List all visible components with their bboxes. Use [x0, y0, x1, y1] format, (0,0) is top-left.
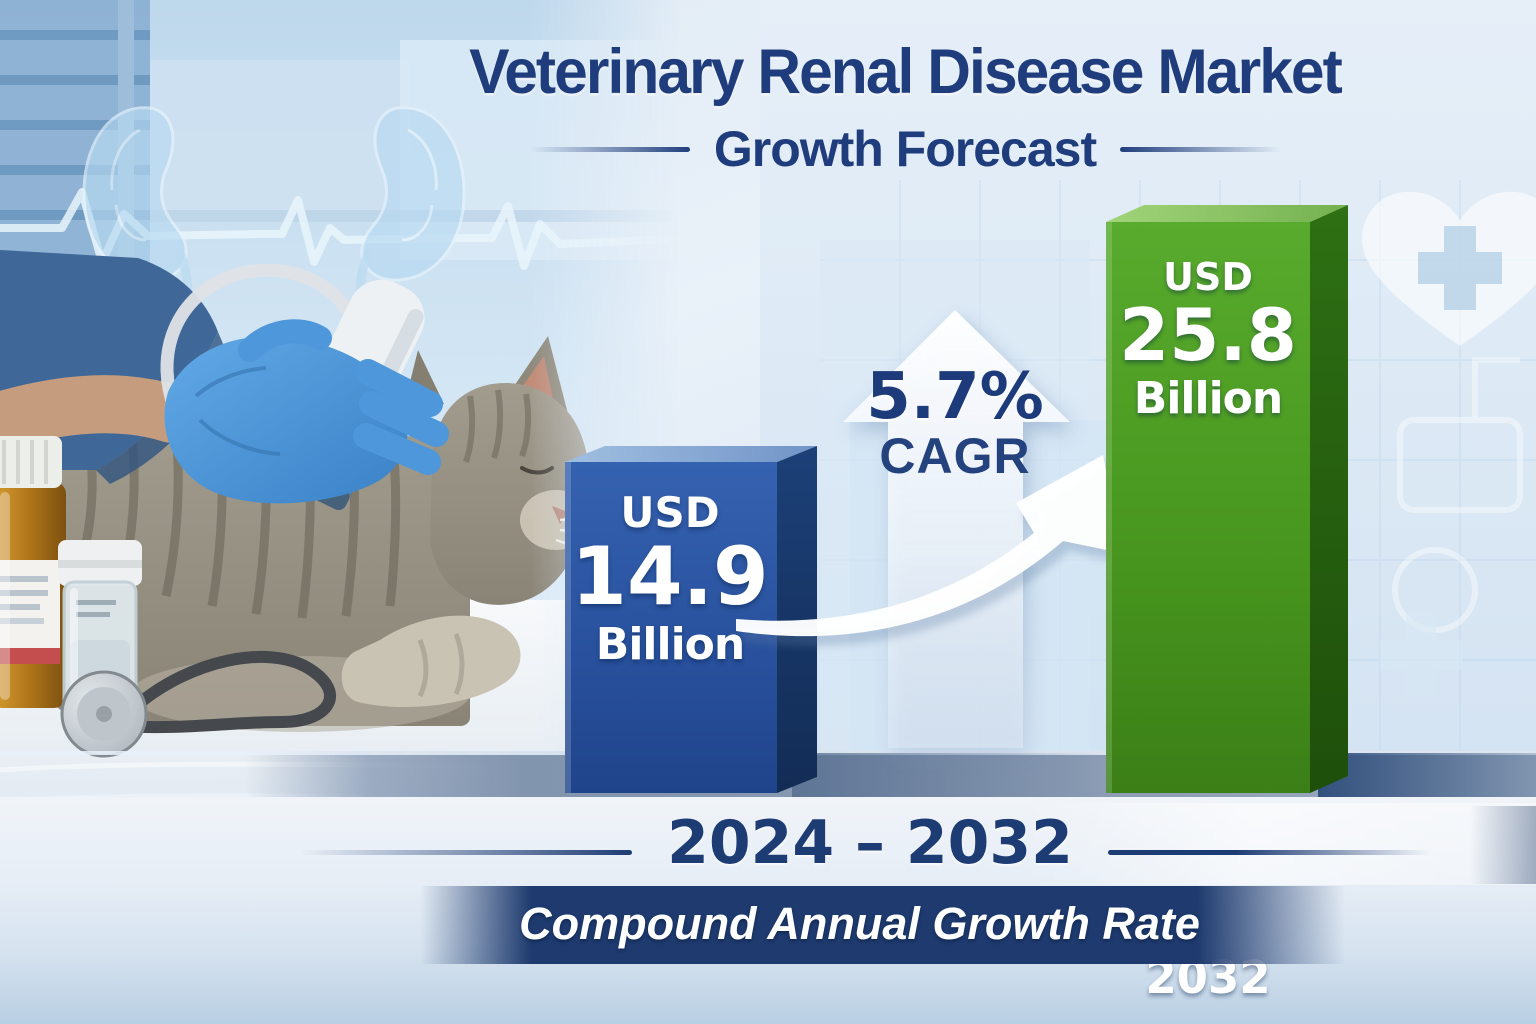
cagr-banner: Compound Annual Growth Rate: [420, 886, 1345, 964]
bar-2022-shadow: [792, 753, 1102, 797]
period-right-line: [1108, 850, 1430, 855]
medicine-bottle: [0, 436, 66, 708]
bar-2022-labels: USD 14.9 Billion 2022: [563, 462, 777, 793]
cagr-banner-caption: Compound Annual Growth Rate: [519, 898, 1200, 949]
forecast-period: 2024 – 2032: [667, 808, 1073, 878]
subtitle-left-dash: [529, 146, 690, 152]
bar-2022-currency: USD: [620, 488, 720, 537]
bar-2032-unit: Billion: [1133, 373, 1283, 424]
cagr-callout: 5.7% CAGR: [835, 360, 1075, 485]
bar-2022-unit: Billion: [595, 619, 745, 670]
subtitle-row: Growth Forecast: [300, 120, 1510, 178]
dark-streak: [1470, 806, 1536, 884]
bar-2032-labels: USD 25.8 Billion 2032: [1104, 221, 1312, 1004]
period-left-line: [300, 850, 632, 855]
stethoscope-icon: [60, 650, 336, 758]
bar-2022-value: 14.9: [571, 530, 769, 623]
cagr-label: CAGR: [879, 428, 1031, 485]
bar-2032-shadow: [1318, 753, 1536, 797]
light-streak: [1020, 803, 1536, 885]
faint-cross-icon: [1380, 614, 1462, 696]
blurred-counter: [150, 60, 410, 220]
cagr-value: 5.7%: [866, 360, 1044, 434]
bar-2032-currency: USD: [1163, 255, 1253, 299]
bar-2032-value: 25.8: [1119, 293, 1297, 377]
vet-gloved-hand: [164, 319, 449, 504]
bar-2032-graphic: [1106, 205, 1348, 793]
up-arrow-icon: [843, 310, 1070, 748]
page-subtitle: Growth Forecast: [713, 121, 1097, 177]
heart-cross-icon: [1361, 191, 1536, 346]
page-title: Veterinary Renal Disease Market: [469, 37, 1343, 107]
subtitle-right-dash: [1120, 146, 1281, 152]
kidneys-icon: [82, 106, 466, 370]
growth-arrow-icon: [736, 455, 1127, 647]
